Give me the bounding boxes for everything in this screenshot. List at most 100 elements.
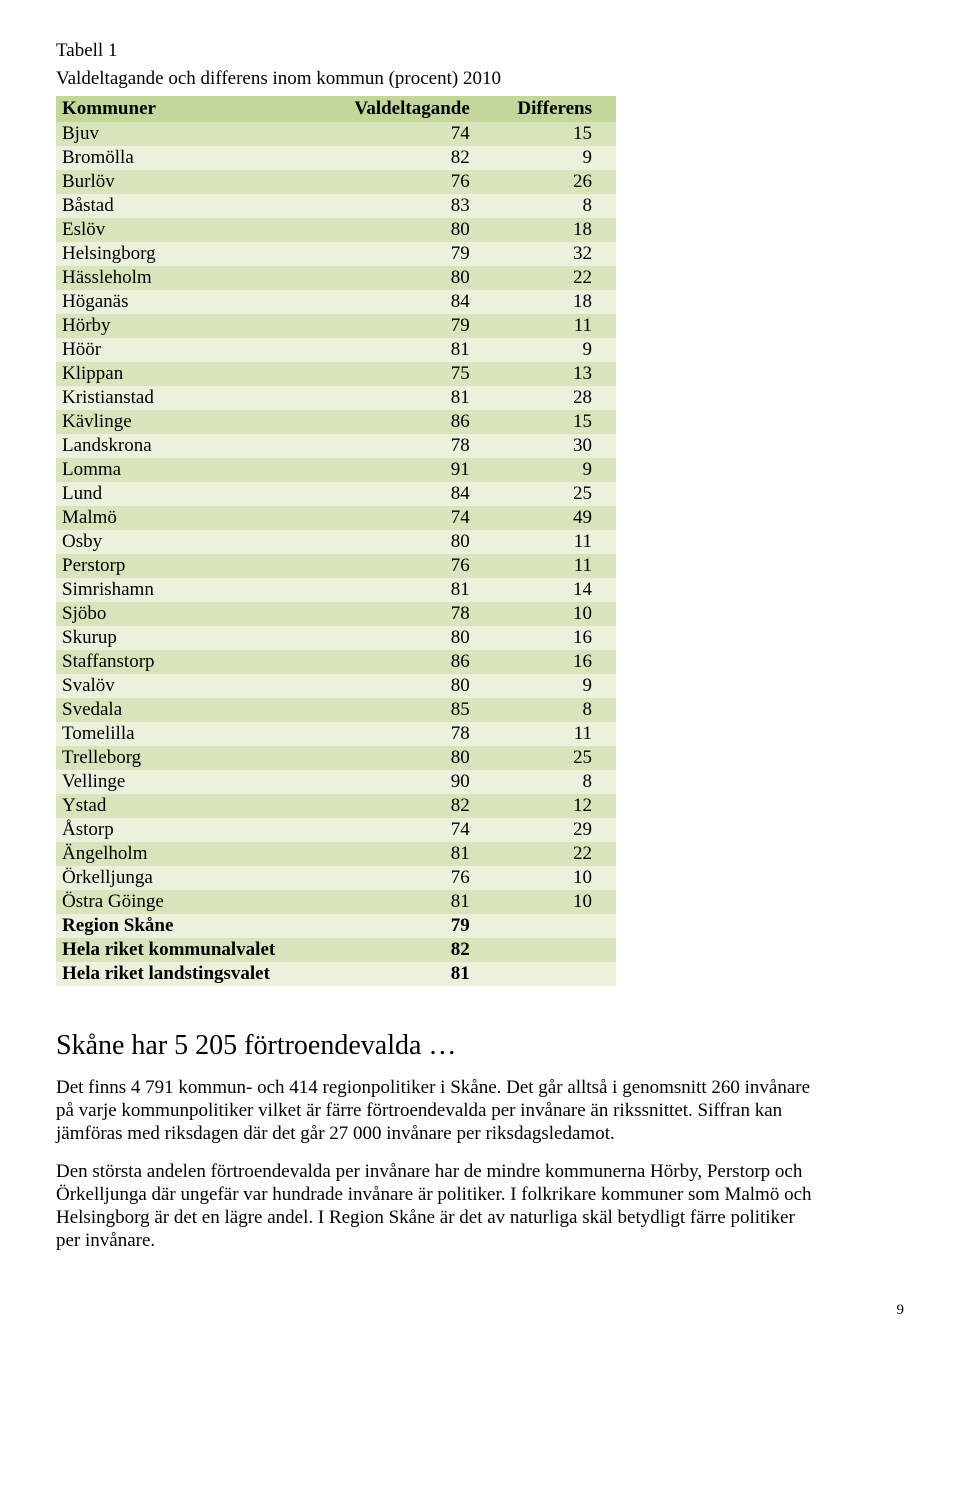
table-cell: 80	[324, 674, 494, 698]
table-row: Burlöv7626	[56, 170, 616, 194]
section-heading: Skåne har 5 205 förtroendevalda …	[56, 1030, 904, 1062]
table-cell: 79	[324, 314, 494, 338]
table-row: Tomelilla7811	[56, 722, 616, 746]
col-header-kommuner: Kommuner	[56, 96, 324, 122]
table-cell: Sjöbo	[56, 602, 324, 626]
table-cell: 76	[324, 866, 494, 890]
table-row: Örkelljunga7610	[56, 866, 616, 890]
page-number: 9	[56, 1302, 904, 1319]
table-cell: Östra Göinge	[56, 890, 324, 914]
table-row: Bjuv7415	[56, 122, 616, 146]
table-row: Ystad8212	[56, 794, 616, 818]
table-cell: 84	[324, 482, 494, 506]
table-cell: 11	[494, 554, 616, 578]
table-cell: Bjuv	[56, 122, 324, 146]
table-row: Höör819	[56, 338, 616, 362]
table-row: Klippan7513	[56, 362, 616, 386]
table-cell: Vellinge	[56, 770, 324, 794]
table-cell: Hässleholm	[56, 266, 324, 290]
table-cell: Staffanstorp	[56, 650, 324, 674]
table-number: Tabell 1	[56, 40, 904, 62]
table-cell: 10	[494, 602, 616, 626]
table-cell: 49	[494, 506, 616, 530]
table-cell: 12	[494, 794, 616, 818]
paragraph-1: Det finns 4 791 kommun- och 414 regionpo…	[56, 1076, 816, 1146]
table-cell: 80	[324, 746, 494, 770]
table-cell: 11	[494, 722, 616, 746]
table-row: Staffanstorp8616	[56, 650, 616, 674]
table-row: Svalöv809	[56, 674, 616, 698]
table-row: Lomma919	[56, 458, 616, 482]
table-header-row: Kommuner Valdeltagande Differens	[56, 96, 616, 122]
table-cell: 82	[324, 146, 494, 170]
table-row: Kävlinge8615	[56, 410, 616, 434]
paragraph-2: Den största andelen förtroendevalda per …	[56, 1160, 816, 1253]
table-cell: Osby	[56, 530, 324, 554]
table-row: Skurup8016	[56, 626, 616, 650]
table-cell: Region Skåne	[56, 914, 324, 938]
table-cell: 80	[324, 530, 494, 554]
table-cell: 76	[324, 554, 494, 578]
table-cell: 22	[494, 842, 616, 866]
table-cell: Trelleborg	[56, 746, 324, 770]
table-cell: 8	[494, 698, 616, 722]
table-cell: 11	[494, 314, 616, 338]
table-cell: Lund	[56, 482, 324, 506]
table-cell: Båstad	[56, 194, 324, 218]
table-cell: 16	[494, 650, 616, 674]
table-row: Helsingborg7932	[56, 242, 616, 266]
table-cell: Landskrona	[56, 434, 324, 458]
table-cell: Svalöv	[56, 674, 324, 698]
table-row: Landskrona7830	[56, 434, 616, 458]
table-cell: 25	[494, 746, 616, 770]
table-row: Osby8011	[56, 530, 616, 554]
table-cell: Eslöv	[56, 218, 324, 242]
table-row: Bromölla829	[56, 146, 616, 170]
table-cell: Svedala	[56, 698, 324, 722]
table-row: Lund8425	[56, 482, 616, 506]
table-cell: 81	[324, 386, 494, 410]
table-cell: 22	[494, 266, 616, 290]
table-cell: Höganäs	[56, 290, 324, 314]
table-row: Perstorp7611	[56, 554, 616, 578]
table-body: Bjuv7415Bromölla829Burlöv7626Båstad838Es…	[56, 122, 616, 986]
table-row: Båstad838	[56, 194, 616, 218]
table-cell	[494, 938, 616, 962]
table-cell: Helsingborg	[56, 242, 324, 266]
table-cell: Örkelljunga	[56, 866, 324, 890]
table-cell: 86	[324, 410, 494, 434]
table-cell: 9	[494, 146, 616, 170]
table-cell: Hela riket landstingsvalet	[56, 962, 324, 986]
table-row: Eslöv8018	[56, 218, 616, 242]
table-cell: Åstorp	[56, 818, 324, 842]
table-cell: Malmö	[56, 506, 324, 530]
table-cell	[494, 962, 616, 986]
table-cell: 83	[324, 194, 494, 218]
table-cell: 8	[494, 770, 616, 794]
table-cell: 79	[324, 242, 494, 266]
table-row: Kristianstad8128	[56, 386, 616, 410]
table-cell: 81	[324, 890, 494, 914]
table-caption: Valdeltagande och differens inom kommun …	[56, 68, 904, 90]
table-cell: 81	[324, 962, 494, 986]
table-cell: Kristianstad	[56, 386, 324, 410]
table-cell: 79	[324, 914, 494, 938]
table-cell: 78	[324, 602, 494, 626]
table-cell	[494, 914, 616, 938]
table-cell: 74	[324, 818, 494, 842]
table-cell: 18	[494, 290, 616, 314]
table-row: Hörby7911	[56, 314, 616, 338]
table-cell: Höör	[56, 338, 324, 362]
table-cell: 82	[324, 794, 494, 818]
table-row: Ängelholm8122	[56, 842, 616, 866]
col-header-differens: Differens	[494, 96, 616, 122]
table-cell: Tomelilla	[56, 722, 324, 746]
table-cell: Hela riket kommunalvalet	[56, 938, 324, 962]
table-cell: 90	[324, 770, 494, 794]
table-cell: Kävlinge	[56, 410, 324, 434]
table-cell: 80	[324, 266, 494, 290]
table-cell: 81	[324, 338, 494, 362]
table-cell: 81	[324, 842, 494, 866]
table-cell: 80	[324, 626, 494, 650]
table-cell: 84	[324, 290, 494, 314]
